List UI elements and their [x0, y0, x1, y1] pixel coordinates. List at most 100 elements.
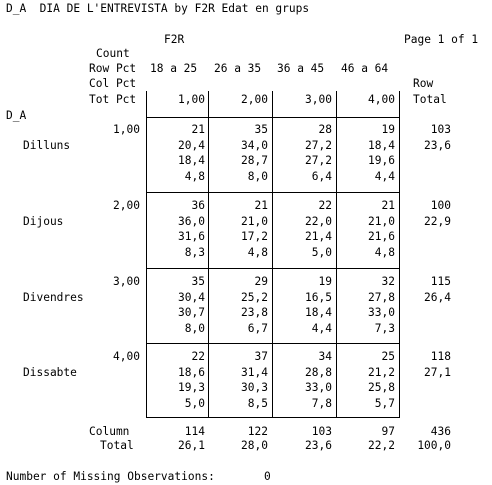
missing-observations-value: 0	[264, 470, 271, 483]
cell-value: 21,0	[368, 214, 395, 228]
grid-line-vertical	[336, 91, 337, 418]
cell-value: 33,0	[368, 306, 395, 319]
row-label: Dissabte	[23, 365, 77, 379]
column-label: 18 a 25	[150, 62, 198, 75]
cell-value: 31,6	[178, 230, 205, 243]
cell-value: 7,8	[311, 396, 332, 410]
row-total-pct: 26,4	[424, 290, 451, 304]
column-variable-name: F2R	[164, 33, 185, 46]
stat-label-col-pct: Col Pct	[89, 77, 137, 90]
cell-value: 19	[318, 275, 332, 288]
grid-line-vertical	[146, 91, 147, 418]
column-total-label-1: Column	[89, 425, 130, 438]
cell-value: 27,2	[305, 138, 332, 152]
grid-line-vertical	[272, 91, 273, 418]
grid-line-horizontal	[146, 417, 400, 418]
cell-value: 5,0	[184, 396, 205, 410]
cell-value: 23,8	[241, 306, 268, 319]
column-code: 1,00	[178, 93, 205, 106]
row-total-count: 115	[430, 275, 451, 288]
cell-value: 18,4	[178, 154, 205, 167]
cell-value: 28,7	[241, 154, 268, 167]
cell-value: 28,8	[305, 365, 332, 379]
column-code: 4,00	[368, 93, 395, 106]
column-total-pct: 26,1	[178, 439, 205, 452]
cell-value: 32	[381, 275, 395, 288]
cell-value: 19,6	[368, 154, 395, 167]
column-total-count: 122	[247, 425, 268, 438]
row-total-pct: 23,6	[424, 138, 451, 152]
row-total-count: 118	[430, 350, 451, 363]
grid-line-vertical	[208, 91, 209, 418]
column-code: 3,00	[305, 93, 332, 106]
grid-line-horizontal	[146, 268, 400, 269]
column-total-count: 114	[184, 425, 205, 438]
column-total-pct: 23,6	[305, 439, 332, 452]
column-total-count: 97	[381, 425, 395, 438]
cell-value: 28	[318, 123, 332, 136]
cell-value: 30,4	[178, 290, 205, 304]
cell-value: 29	[254, 275, 268, 288]
cell-value: 22,0	[305, 214, 332, 228]
cell-value: 6,4	[311, 169, 332, 183]
column-label: 26 a 35	[214, 62, 262, 75]
grand-total-pct: 100,0	[417, 439, 451, 452]
cell-value: 5,7	[374, 396, 395, 410]
cell-value: 27,2	[305, 154, 332, 167]
column-total-pct: 28,0	[241, 439, 268, 452]
cell-value: 30,3	[241, 381, 268, 394]
row-label: Divendres	[23, 290, 84, 304]
cell-value: 21,4	[305, 230, 332, 243]
cell-value: 4,4	[374, 169, 395, 183]
row-total-header-2: Total	[413, 93, 447, 106]
cell-value: 4,8	[247, 245, 268, 259]
row-code: 1,00	[113, 123, 140, 136]
row-label: Dijous	[23, 214, 64, 228]
row-code: 2,00	[113, 199, 140, 212]
row-code: 3,00	[113, 275, 140, 288]
cell-value: 16,5	[305, 290, 332, 304]
cell-value: 25,8	[368, 381, 395, 394]
page-indicator: Page 1 of 1	[404, 33, 479, 46]
cell-value: 22	[191, 350, 205, 363]
grid-line-horizontal	[146, 343, 400, 344]
grand-total-count: 436	[430, 425, 451, 438]
column-total-count: 103	[311, 425, 332, 438]
row-total-pct: 27,1	[424, 365, 451, 379]
cell-value: 6,7	[247, 321, 268, 335]
cell-value: 18,6	[178, 365, 205, 379]
stat-label-count: Count	[96, 47, 130, 60]
grid-line-horizontal	[146, 192, 400, 193]
column-total-label-2: Total	[100, 439, 134, 452]
row-total-count: 100	[430, 199, 451, 212]
cell-value: 4,4	[311, 321, 332, 335]
cell-value: 21	[381, 199, 395, 212]
row-total-count: 103	[430, 123, 451, 136]
cell-value: 25,2	[241, 290, 268, 304]
cell-value: 4,8	[374, 245, 395, 259]
cell-value: 21,6	[368, 230, 395, 243]
grid-line-vertical	[399, 91, 400, 418]
cell-value: 35	[254, 123, 268, 136]
column-total-pct: 22,2	[368, 439, 395, 452]
cell-value: 31,4	[241, 365, 268, 379]
stat-label-row-pct: Row Pct	[89, 62, 137, 75]
cell-value: 36,0	[178, 214, 205, 228]
report-title: D_A DIA DE L'ENTREVISTA by F2R Edat en g…	[6, 2, 310, 15]
cell-value: 21,2	[368, 365, 395, 379]
cell-value: 5,0	[311, 245, 332, 259]
grid-line-horizontal	[146, 117, 400, 118]
stat-label-tot-pct: Tot Pct	[89, 93, 137, 106]
missing-observations-label: Number of Missing Observations:	[6, 470, 215, 483]
cell-value: 33,0	[305, 381, 332, 394]
cell-value: 19	[381, 123, 395, 136]
cell-value: 30,7	[178, 306, 205, 319]
cell-value: 22	[318, 199, 332, 212]
cell-value: 17,2	[241, 230, 268, 243]
cell-value: 8,5	[247, 396, 268, 410]
cell-value: 27,8	[368, 290, 395, 304]
cell-value: 34	[318, 350, 332, 363]
cell-value: 35	[191, 275, 205, 288]
cell-value: 36	[191, 199, 205, 212]
cell-value: 25	[381, 350, 395, 363]
